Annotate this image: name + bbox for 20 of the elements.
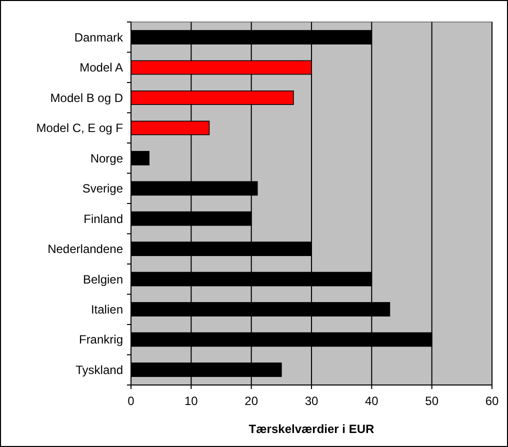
y-tick-label: Frankrig <box>78 332 123 347</box>
x-tick-label: 60 <box>485 394 499 408</box>
y-tick-label: Sverige <box>82 182 124 196</box>
y-tick-label: Belgien <box>82 272 123 286</box>
y-tick-label: Model C, E og F <box>36 121 123 136</box>
x-tick-label: 10 <box>184 394 198 408</box>
x-tick-label: 0 <box>128 394 135 408</box>
y-tick-label: Finland <box>84 212 123 226</box>
y-tick-label: Nederlandene <box>48 242 124 256</box>
x-tick-label: 40 <box>364 394 379 408</box>
x-axis-title: Tærskelværdier i EUR <box>248 422 375 436</box>
x-tick-label: 20 <box>244 394 258 408</box>
y-tick-label: Model B og D <box>50 90 124 105</box>
x-tick-label: 50 <box>425 394 439 408</box>
y-tick-label: Norge <box>90 151 124 166</box>
y-tick-label: Tyskland <box>76 362 123 377</box>
x-tick-label: 30 <box>304 394 318 408</box>
y-tick-label: Model A <box>80 60 123 75</box>
y-tick-label: Danmark <box>74 30 124 44</box>
y-tick-label: Italien <box>90 302 123 316</box>
